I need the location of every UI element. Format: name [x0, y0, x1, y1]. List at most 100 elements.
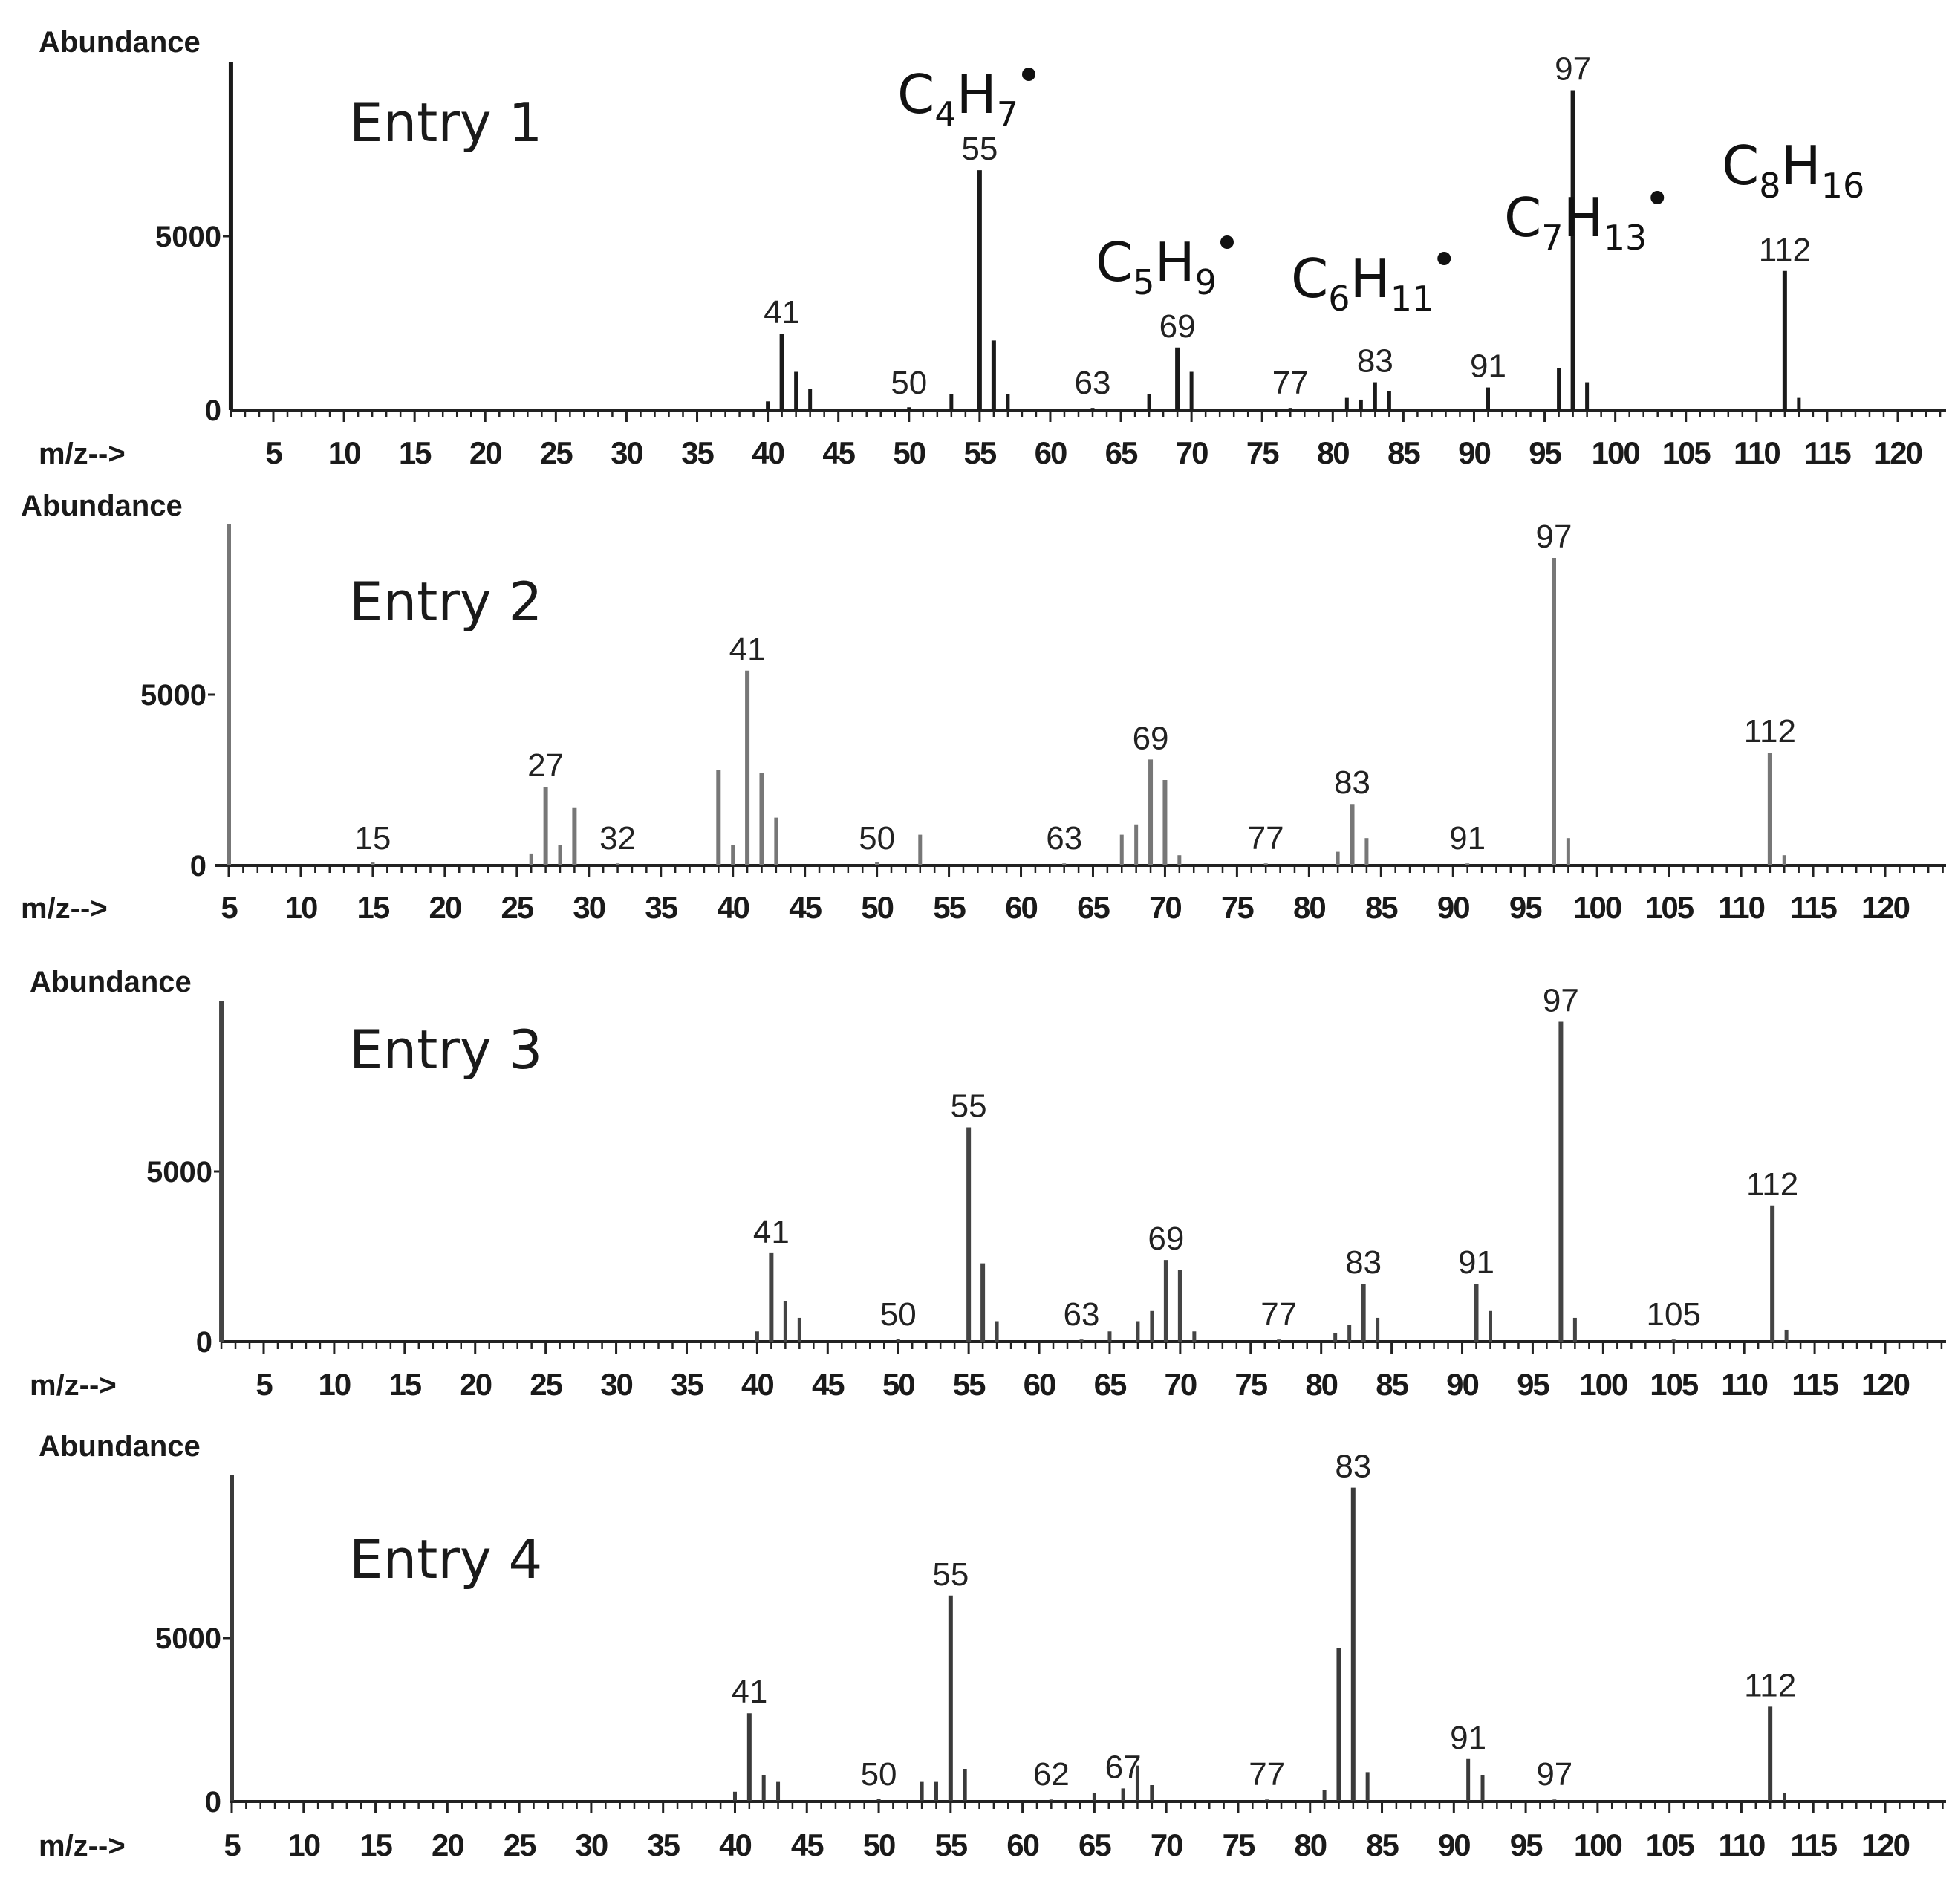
x-tick-label: 90 [1446, 1367, 1478, 1402]
x-tick-label: 120 [1861, 1367, 1910, 1402]
mz-axis-label: m/z--> [39, 438, 126, 470]
spectrum-panel-3: Abundance 5000 0 5 10 15 20 25 30 35 40 45 50 55 60 65 7… [30, 966, 1946, 1402]
x-tick-label: 35 [671, 1367, 703, 1402]
x-tick-label: 25 [530, 1367, 562, 1402]
peak-label: 83 [1345, 1244, 1382, 1281]
x-tick-label: 15 [360, 1827, 392, 1862]
peak-label: 50 [880, 1296, 917, 1333]
x-tick-label: 55 [953, 1367, 986, 1402]
x-tick-label: 80 [1294, 1827, 1326, 1862]
x-tick-label: 45 [789, 890, 822, 925]
x-tick-label: 105 [1662, 435, 1711, 470]
x-tick-label: 50 [882, 1367, 914, 1402]
peak-label: 77 [1249, 1756, 1285, 1793]
peak-label: 97 [1536, 519, 1572, 555]
x-tick-label: 120 [1874, 435, 1922, 470]
y-tick-label: 0 [205, 394, 221, 427]
mz-axis-label: m/z--> [21, 892, 108, 925]
x-tick-label: 105 [1645, 890, 1694, 925]
peak-label: 62 [1033, 1756, 1070, 1793]
peak-label: 41 [764, 294, 800, 331]
peak-label: 63 [1046, 820, 1082, 857]
radical-dot [1021, 68, 1035, 81]
x-tick-label: 5 [265, 435, 282, 470]
peak-label: 41 [729, 631, 766, 668]
x-tick-label: 100 [1579, 1367, 1627, 1402]
x-tick-label: 95 [1529, 435, 1561, 470]
x-tick-label: 80 [1317, 435, 1349, 470]
x-tick-label: 10 [328, 435, 360, 470]
x-tick-label: 40 [717, 890, 749, 925]
peak-label: 97 [1543, 982, 1579, 1018]
x-tick-label: 5 [221, 890, 238, 925]
x-tick-label: 50 [893, 435, 925, 470]
peak-label: 69 [1133, 720, 1169, 756]
fragment-formula: C6H11 [1291, 247, 1434, 319]
fragment-formula: C8H16 [1722, 134, 1864, 206]
x-tick-label: 40 [752, 435, 784, 470]
peak-label: 112 [1759, 232, 1811, 268]
x-tick-label: 10 [287, 1827, 319, 1862]
peak-label: 67 [1105, 1749, 1142, 1785]
x-tick-label: 20 [469, 435, 501, 470]
y-tick-label: 5000 [140, 679, 206, 712]
x-tick-label: 75 [1223, 1827, 1255, 1862]
x-tick-label: 90 [1458, 435, 1490, 470]
entry-title: Entry 4 [349, 1528, 542, 1591]
x-tick-label: 25 [504, 1827, 536, 1862]
x-tick-label: 60 [1024, 1367, 1055, 1402]
x-tick-label: 50 [861, 890, 893, 925]
x-tick-label: 70 [1149, 890, 1181, 925]
peak-label: 32 [599, 820, 636, 857]
spectrum-panel-2: Abundance 5000 05 10 15 20 25 30 35 40 45 50 55 60 65 7… [21, 490, 1946, 925]
peak-label: 77 [1260, 1296, 1297, 1333]
x-tick-label: 15 [357, 890, 390, 925]
x-tick-label: 30 [576, 1827, 608, 1862]
x-tick-label: 25 [501, 890, 533, 925]
x-tick-label: 55 [964, 435, 997, 470]
peak-label: 41 [753, 1214, 790, 1250]
peak-label: 91 [1450, 1720, 1486, 1756]
spectrum-panel-4: Abundance 5000 05 10 15 20 25 30 35 40 45 50 55 60 65 7… [39, 1430, 1946, 1862]
peak-label: 63 [1064, 1296, 1100, 1333]
x-tick-label: 25 [540, 435, 573, 470]
peak-label: 77 [1272, 365, 1309, 401]
x-tick-label: 65 [1105, 435, 1138, 470]
radical-dot [1650, 191, 1665, 204]
peak-label: 69 [1148, 1221, 1184, 1257]
peak-label: 15 [354, 820, 391, 857]
x-tick-label: 95 [1510, 1827, 1543, 1862]
x-tick-label: 65 [1077, 890, 1110, 925]
abundance-axis-label: Abundance [30, 966, 192, 998]
peak-label: 112 [1744, 1667, 1796, 1703]
y-tick-label: 0 [190, 850, 206, 883]
x-tick-label: 65 [1079, 1827, 1111, 1862]
x-tick-label: 115 [1804, 435, 1851, 470]
x-tick-label: 20 [429, 890, 461, 925]
x-tick-label: 65 [1094, 1367, 1127, 1402]
x-tick-label: 85 [1376, 1367, 1408, 1402]
x-tick-label: 70 [1151, 1827, 1182, 1862]
x-tick-label: 45 [822, 435, 855, 470]
x-tick-label: 85 [1366, 1827, 1399, 1862]
x-tick-label: 5 [224, 1827, 241, 1862]
x-tick-label: 15 [388, 1367, 421, 1402]
x-tick-label: 35 [681, 435, 714, 470]
x-tick-label: 110 [1721, 1367, 1767, 1402]
peak-label: 91 [1470, 348, 1506, 385]
peak-label: 97 [1555, 51, 1591, 87]
x-tick-label: 30 [600, 1367, 632, 1402]
peak-label: 55 [932, 1556, 969, 1593]
peak-label: 63 [1075, 365, 1111, 401]
x-tick-label: 35 [647, 1827, 680, 1862]
x-tick-label: 115 [1790, 1827, 1837, 1862]
peak-label: 50 [861, 1756, 897, 1793]
peak-label: 83 [1335, 1449, 1371, 1485]
x-tick-label: 115 [1792, 1367, 1838, 1402]
x-tick-label: 90 [1437, 890, 1469, 925]
peak-label: 69 [1159, 308, 1196, 345]
x-tick-label: 120 [1861, 890, 1910, 925]
x-tick-label: 10 [319, 1367, 351, 1402]
x-tick-label: 100 [1574, 1827, 1622, 1862]
abundance-axis-label: Abundance [21, 490, 183, 522]
